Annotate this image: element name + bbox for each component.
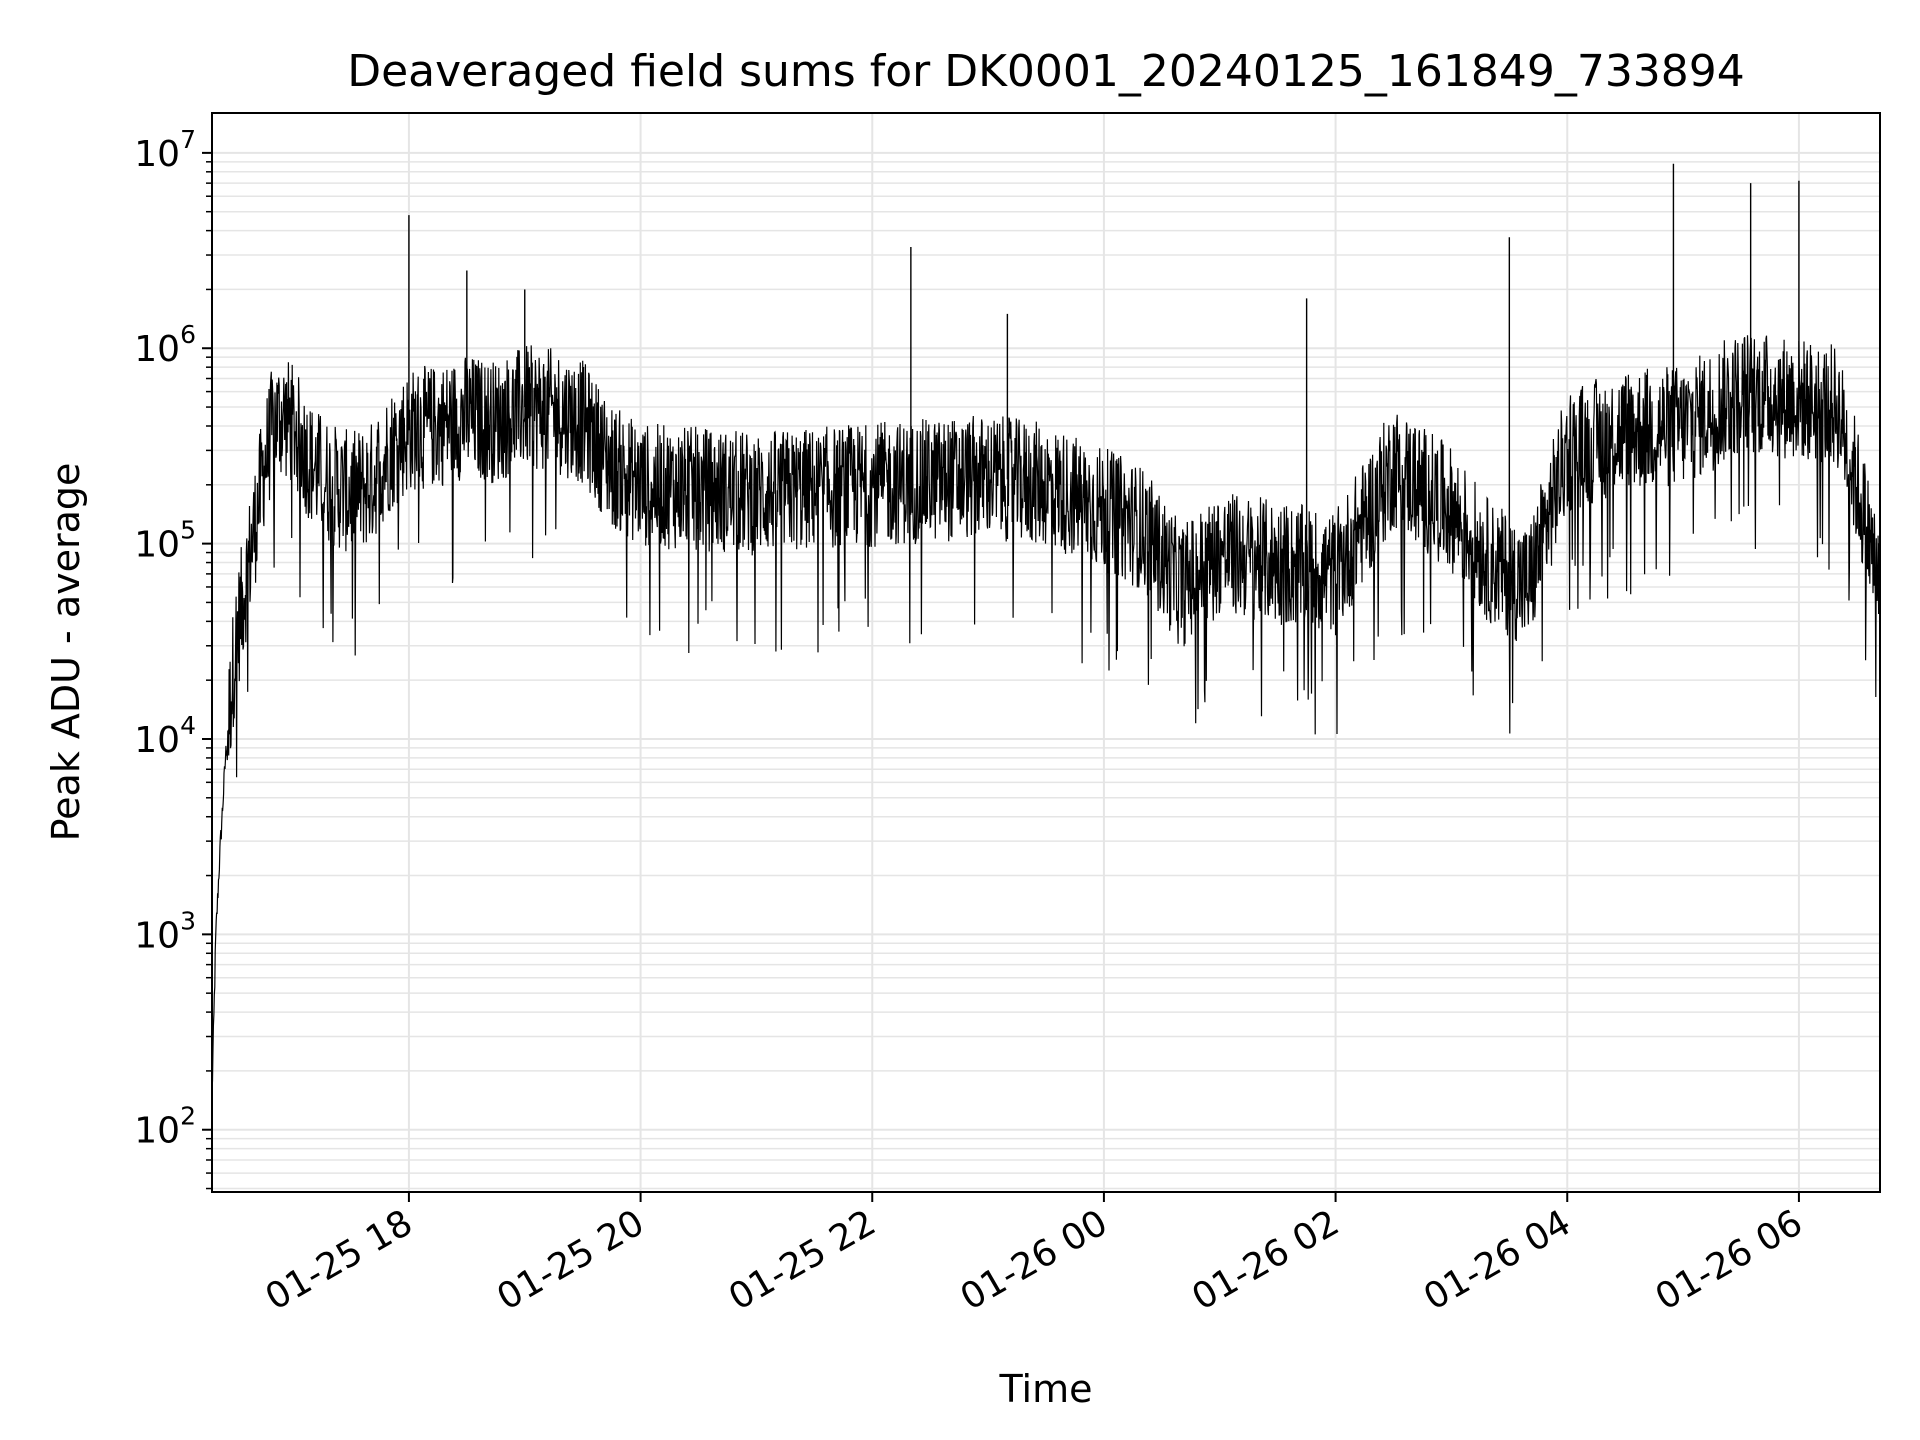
- y-ticks: 102 103 104 105 106 107: [134, 125, 212, 1190]
- y-tick-label: 104: [134, 711, 196, 761]
- axes-frame: [211, 112, 1881, 1193]
- x-tick-label: 01-26 02: [1185, 1202, 1346, 1318]
- y-tick-label: 102: [134, 1102, 196, 1152]
- y-tick-label: 103: [134, 906, 196, 956]
- x-tick-label: 01-26 00: [954, 1202, 1115, 1318]
- x-tick-label: 01-25 22: [722, 1202, 883, 1318]
- y-axis-label: Peak ADU - average: [44, 463, 88, 842]
- x-axis-label: Time: [999, 1367, 1093, 1411]
- series-line: [211, 163, 1881, 1092]
- x-tick-label: 01-26 04: [1417, 1202, 1578, 1318]
- series-path: [211, 335, 1881, 1092]
- y-tick-label: 105: [134, 516, 196, 566]
- chart-title: Deaveraged field sums for DK0001_2024012…: [347, 46, 1745, 97]
- x-ticks: 01-25 18 01-25 20 01-25 22 01-26 00 01-26 02…: [259, 1192, 1810, 1319]
- x-tick-label: 01-25 20: [490, 1202, 651, 1318]
- grid-lines: [212, 113, 1880, 1192]
- y-tick-label: 106: [134, 320, 196, 370]
- x-tick-label: 01-26 06: [1649, 1202, 1810, 1318]
- x-tick-label: 01-25 18: [259, 1202, 420, 1318]
- y-tick-label: 107: [134, 125, 196, 175]
